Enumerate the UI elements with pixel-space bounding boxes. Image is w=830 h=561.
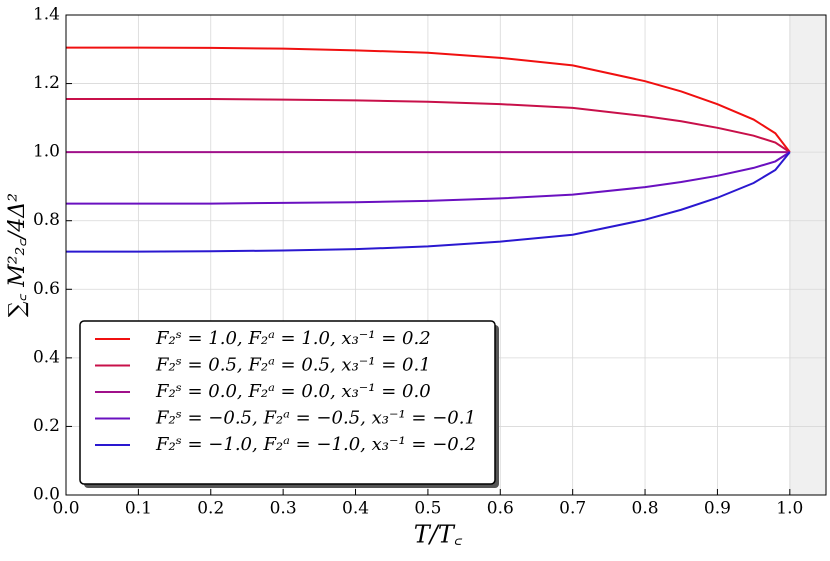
shaded-region: [789, 14, 827, 496]
y-tick-label: 1.2: [33, 73, 60, 93]
y-tick-label: 0.2: [33, 416, 60, 436]
y-tick-label: 0.0: [33, 485, 60, 505]
x-tick-label: 0.9: [704, 499, 731, 519]
x-tick-label: 0.0: [52, 499, 79, 519]
y-tick-label: 0.6: [33, 279, 60, 299]
legend-label: F₂ˢ = 1.0, F₂ᵃ = 1.0, x₃⁻¹ = 0.2: [155, 328, 431, 349]
plot-frame: [65, 14, 827, 496]
y-tick-label: 0.8: [33, 210, 60, 230]
legend-label: F₂ˢ = 0.0, F₂ᵃ = 0.0, x₃⁻¹ = 0.0: [155, 381, 431, 402]
y-tick-label: 1.4: [33, 5, 60, 25]
legend-label: F₂ˢ = −0.5, F₂ᵃ = −0.5, x₃⁻¹ = −0.1: [155, 408, 476, 429]
series-line: [66, 151, 791, 253]
y-tick-label: 1.0: [33, 142, 60, 162]
legend-box: [79, 320, 496, 485]
series-line: [66, 46, 791, 153]
legend: F₂ˢ = 1.0, F₂ᵃ = 1.0, x₃⁻¹ = 0.2 F₂ˢ = 0.…: [79, 320, 499, 488]
legend-label: F₂ˢ = −1.0, F₂ᵃ = −1.0, x₃⁻¹ = −0.2: [155, 434, 476, 455]
x-tick-label: 1.0: [776, 499, 803, 519]
x-tick-label: 0.8: [632, 499, 659, 519]
x-tick-label: 0.3: [270, 499, 297, 519]
x-axis-label: T/T꜀: [414, 521, 463, 549]
x-tick-label: 0.5: [414, 499, 441, 519]
x-tick-label: 0.6: [487, 499, 514, 519]
x-tick-label: 0.1: [125, 499, 152, 519]
x-tick-label: 0.7: [559, 499, 586, 519]
x-tick-label: 0.4: [342, 499, 369, 519]
x-tick-label: 0.2: [197, 499, 224, 519]
series-line: [66, 151, 791, 205]
legend-label: F₂ˢ = 0.5, F₂ᵃ = 0.5, x₃⁻¹ = 0.1: [155, 355, 431, 376]
y-axis-label: ∑꜀ M²₂꜀/4Δ²: [5, 193, 30, 317]
y-tick-label: 0.4: [33, 347, 60, 367]
series-line: [66, 98, 791, 153]
